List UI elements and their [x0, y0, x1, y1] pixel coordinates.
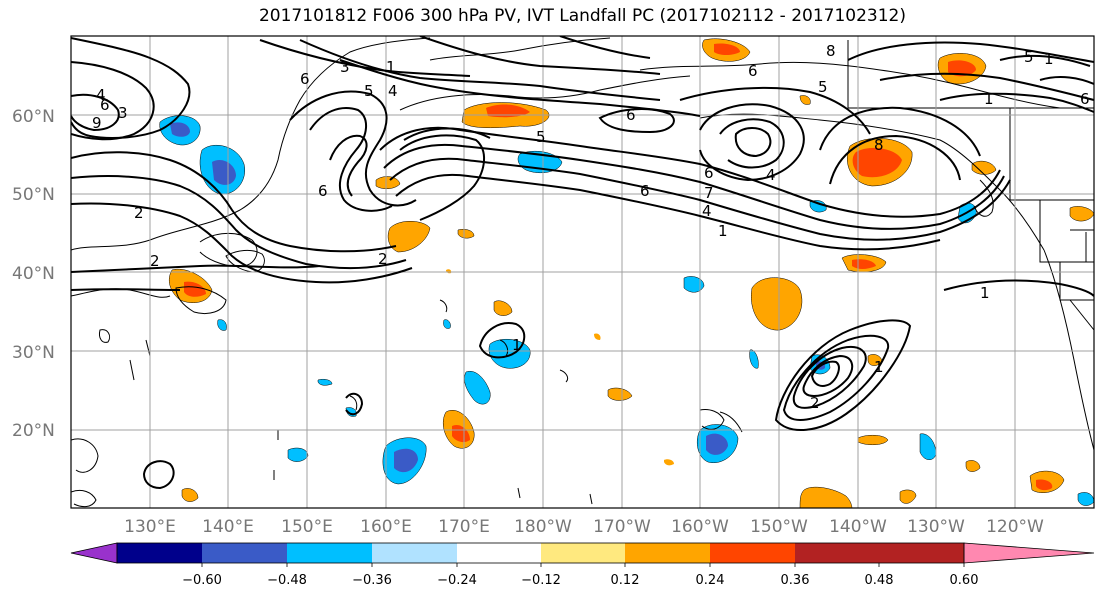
colorbar-segment: [710, 543, 795, 563]
contour-label: 2: [378, 250, 388, 268]
contour-label: 1: [386, 58, 396, 76]
contour-label: 6: [1080, 90, 1090, 108]
graticule: [71, 36, 1094, 508]
lon-label: 170°W: [593, 517, 651, 537]
lon-label: 140°E: [202, 517, 254, 537]
colorbar-segment: [625, 543, 710, 563]
contour-label: 3: [118, 104, 128, 122]
contour-label: 1: [1044, 50, 1054, 68]
contour-label: 8: [874, 136, 884, 154]
colorbar-segment: [879, 543, 964, 563]
contour-label: 4: [766, 166, 776, 184]
contour-label: 6: [100, 96, 110, 114]
colorbar-tick-label: −0.48: [267, 573, 307, 588]
longitude-labels: 130°E 140°E 150°E 160°E 170°E 180°W 170°…: [124, 517, 1044, 537]
lat-label-60n: 60°N: [12, 107, 55, 127]
contour-label: 1: [874, 358, 884, 376]
map-title: 2017101812 F006 300 hPa PV, IVT Landfall…: [258, 6, 906, 26]
positive-anomaly-patches: [169, 38, 1094, 508]
lon-label: 150°W: [750, 517, 808, 537]
colorbar-segment: [795, 543, 879, 563]
contour-lines: [71, 36, 1094, 490]
latitude-labels: 60°N 50°N 40°N 30°N 20°N: [12, 107, 55, 441]
contour-label: 1: [984, 90, 994, 108]
contour-label: 4: [388, 82, 398, 100]
contour-label: 7: [704, 184, 714, 202]
colorbar-segment: [202, 543, 287, 563]
colorbar-tick-label: 0.48: [865, 573, 894, 588]
colorbar-tick-label: −0.12: [521, 573, 561, 588]
map-frame: [70, 35, 1095, 509]
contour-label: 6: [640, 182, 650, 200]
colorbar-tick-label: 0.24: [696, 573, 725, 588]
lat-label-20n: 20°N: [12, 421, 55, 441]
colorbar-tick-label: −0.36: [352, 573, 392, 588]
contour-label: 6: [300, 70, 310, 88]
colorbar-tick-label: −0.60: [182, 573, 222, 588]
lon-label: 160°E: [360, 517, 412, 537]
contour-label: 4: [96, 86, 106, 104]
contour-label: 1: [718, 222, 728, 240]
colorbar-tick-label: 0.60: [950, 573, 979, 588]
colorbar-tick-label: 0.12: [611, 573, 640, 588]
colorbar-segment: [117, 543, 202, 563]
contour-label: 6: [748, 62, 758, 80]
lat-label-50n: 50°N: [12, 185, 55, 205]
colorbar-segment: [372, 543, 457, 563]
contour-label: 8: [826, 42, 836, 60]
lon-label: 160°W: [671, 517, 729, 537]
colorbar-extend-min: [70, 542, 118, 564]
colorbar-extend-max: [963, 542, 1095, 564]
lon-label: 130°W: [907, 517, 965, 537]
lon-label: 150°E: [281, 517, 333, 537]
colorbar-segment: [457, 543, 541, 563]
contour-label: 6: [318, 182, 328, 200]
colorbar-tick-label: 0.36: [781, 573, 810, 588]
colorbar-segment: [541, 543, 625, 563]
contour-label: 6: [704, 164, 714, 182]
contour-label: 5: [536, 128, 546, 146]
lon-label: 180°W: [514, 517, 572, 537]
colorbar: −0.60 −0.48 −0.36 −0.24 −0.12 0.12 0.24 …: [70, 542, 1095, 588]
contour-label: 9: [92, 114, 102, 132]
contour-label: 5: [1024, 48, 1034, 66]
colorbar-segment: [287, 543, 372, 563]
contour-label: 1: [980, 284, 990, 302]
contour-label: 4: [702, 202, 712, 220]
contour-label: 5: [818, 78, 828, 96]
lon-label: 140°W: [829, 517, 887, 537]
contour-label: 1: [512, 336, 522, 354]
contour-label: 5: [364, 82, 374, 100]
contour-label: 2: [134, 204, 144, 222]
contour-label: 6: [626, 106, 636, 124]
contour-label: 2: [810, 394, 820, 412]
contour-label: 3: [340, 58, 350, 76]
lon-label: 120°W: [986, 517, 1044, 537]
colorbar-tick-label: −0.24: [437, 573, 477, 588]
contour-label-group: 6 3 1 4 5 6 4 3 9 6 2 2 6 5 5 4 6 8 6 7 …: [92, 42, 1090, 412]
lat-label-30n: 30°N: [12, 343, 55, 363]
lon-label: 130°E: [124, 517, 176, 537]
contour-label: 2: [150, 252, 160, 270]
lon-label: 170°E: [438, 517, 490, 537]
lat-label-40n: 40°N: [12, 264, 55, 284]
